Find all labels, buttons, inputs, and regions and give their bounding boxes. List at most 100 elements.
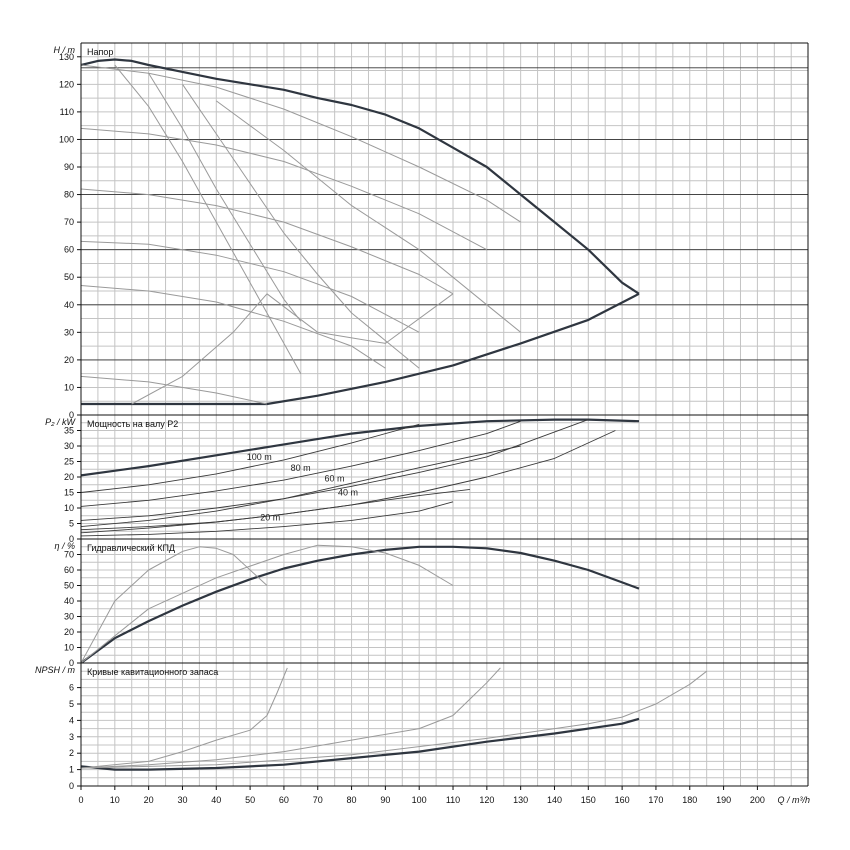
y-tick-label: 70 (64, 217, 74, 227)
y-tick-label: 20 (64, 627, 74, 637)
panel-title: Мощность на валу P2 (87, 419, 178, 429)
x-tick-label: 150 (581, 795, 596, 805)
series-line-bold (81, 717, 640, 771)
series-line-thin (114, 64, 302, 374)
curve-annotation: 40 m (338, 488, 358, 498)
frames (77, 42, 809, 790)
series-group (81, 58, 640, 406)
y-tick-label: 10 (64, 382, 74, 392)
y-tick-label: 1 (69, 765, 74, 775)
series-line-thin (81, 423, 420, 493)
series-line-thin (81, 544, 454, 663)
x-tick-label: 130 (513, 795, 528, 805)
series-line-bold (81, 418, 640, 477)
x-tick-label: 120 (479, 795, 494, 805)
y-tick-label: 70 (64, 550, 74, 560)
x-tick-label: 10 (110, 795, 120, 805)
series-line-thin (131, 293, 454, 405)
series-line-thin (81, 285, 386, 369)
series-line-thin (81, 546, 268, 663)
x-tick-label: 70 (313, 795, 323, 805)
y-tick-label: 30 (64, 612, 74, 622)
x-tick-label: 30 (177, 795, 187, 805)
x-tick-label: 190 (716, 795, 731, 805)
x-tick-label: 180 (682, 795, 697, 805)
y-tick-label: 30 (64, 441, 74, 451)
y-tick-label: 0 (69, 534, 74, 544)
series-line-bold (81, 292, 640, 406)
panel-title: Напор (87, 47, 113, 57)
series-line-thin (148, 73, 302, 322)
series-line-thin (182, 84, 420, 369)
y-tick-label: 30 (64, 327, 74, 337)
x-tick-label: 110 (446, 795, 460, 805)
y-tick-label: 4 (69, 715, 74, 725)
series-line-thin (81, 667, 288, 769)
y-tick-label: 60 (64, 245, 74, 255)
series-group (81, 544, 640, 663)
series-line-thin (81, 419, 589, 521)
y-tick-label: 20 (64, 355, 74, 365)
series-line-thin (81, 488, 470, 534)
series-group (81, 418, 640, 537)
x-tick-label: 170 (648, 795, 663, 805)
y-axis-label: P₂ / kW (45, 417, 76, 427)
y-tick-label: 80 (64, 190, 74, 200)
x-tick-label: 0 (78, 795, 83, 805)
y-axis-label: H / m (54, 45, 76, 55)
y-tick-label: 5 (69, 519, 74, 529)
series-line-thin (81, 375, 268, 405)
series-group (81, 667, 708, 771)
x-axis-label: Q / m³/h (777, 795, 810, 805)
y-tick-label: 5 (69, 699, 74, 709)
curve-annotation: 60 m (325, 474, 345, 484)
y-tick-label: 15 (64, 488, 74, 498)
y-tick-label: 6 (69, 683, 74, 693)
curves (81, 58, 708, 771)
series-line-thin (81, 501, 454, 537)
y-tick-label: 50 (64, 272, 74, 282)
panel-title: Гидравлический КПД (87, 543, 175, 553)
y-tick-label: 0 (69, 410, 74, 420)
series-line-thin (81, 64, 521, 223)
series-line-thin (81, 127, 488, 251)
y-axis-label: η / % (54, 541, 75, 551)
y-tick-label: 2 (69, 748, 74, 758)
y-tick-label: 50 (64, 581, 74, 591)
y-tick-label: 130 (59, 52, 74, 62)
series-line-bold (81, 58, 640, 295)
y-tick-label: 110 (60, 107, 74, 117)
y-tick-label: 10 (64, 503, 74, 513)
series-line-thin (81, 420, 521, 507)
y-axis-label: NPSH / m (35, 665, 76, 675)
y-tick-label: 20 (64, 472, 74, 482)
series-line-thin (81, 240, 420, 333)
y-tick-label: 60 (64, 565, 74, 575)
y-tick-label: 0 (69, 781, 74, 791)
x-tick-label: 140 (547, 795, 562, 805)
x-tick-label: 90 (380, 795, 390, 805)
series-line-bold (81, 545, 640, 663)
y-tick-label: 40 (64, 596, 74, 606)
y-tick-label: 35 (64, 426, 74, 436)
x-tick-label: 50 (245, 795, 255, 805)
x-tick-label: 200 (750, 795, 765, 805)
x-tick-label: 100 (412, 795, 427, 805)
series-line-thin (81, 667, 501, 769)
y-tick-label: 3 (69, 732, 74, 742)
y-tick-label: 10 (64, 643, 74, 653)
y-tick-label: 0 (69, 658, 74, 668)
x-tick-label: 160 (615, 795, 630, 805)
panel-title: Кривые кавитационного запаса (87, 667, 218, 677)
series-line-thin (81, 445, 521, 528)
series-line-thin (81, 670, 708, 769)
x-tick-label: 60 (279, 795, 289, 805)
curve-annotation: 100 m (247, 452, 272, 462)
x-tick-label: 80 (347, 795, 357, 805)
y-tick-label: 100 (59, 134, 74, 144)
y-tick-label: 25 (64, 457, 74, 467)
x-tick-label: 20 (144, 795, 154, 805)
curve-annotation: 20 m (260, 512, 280, 522)
